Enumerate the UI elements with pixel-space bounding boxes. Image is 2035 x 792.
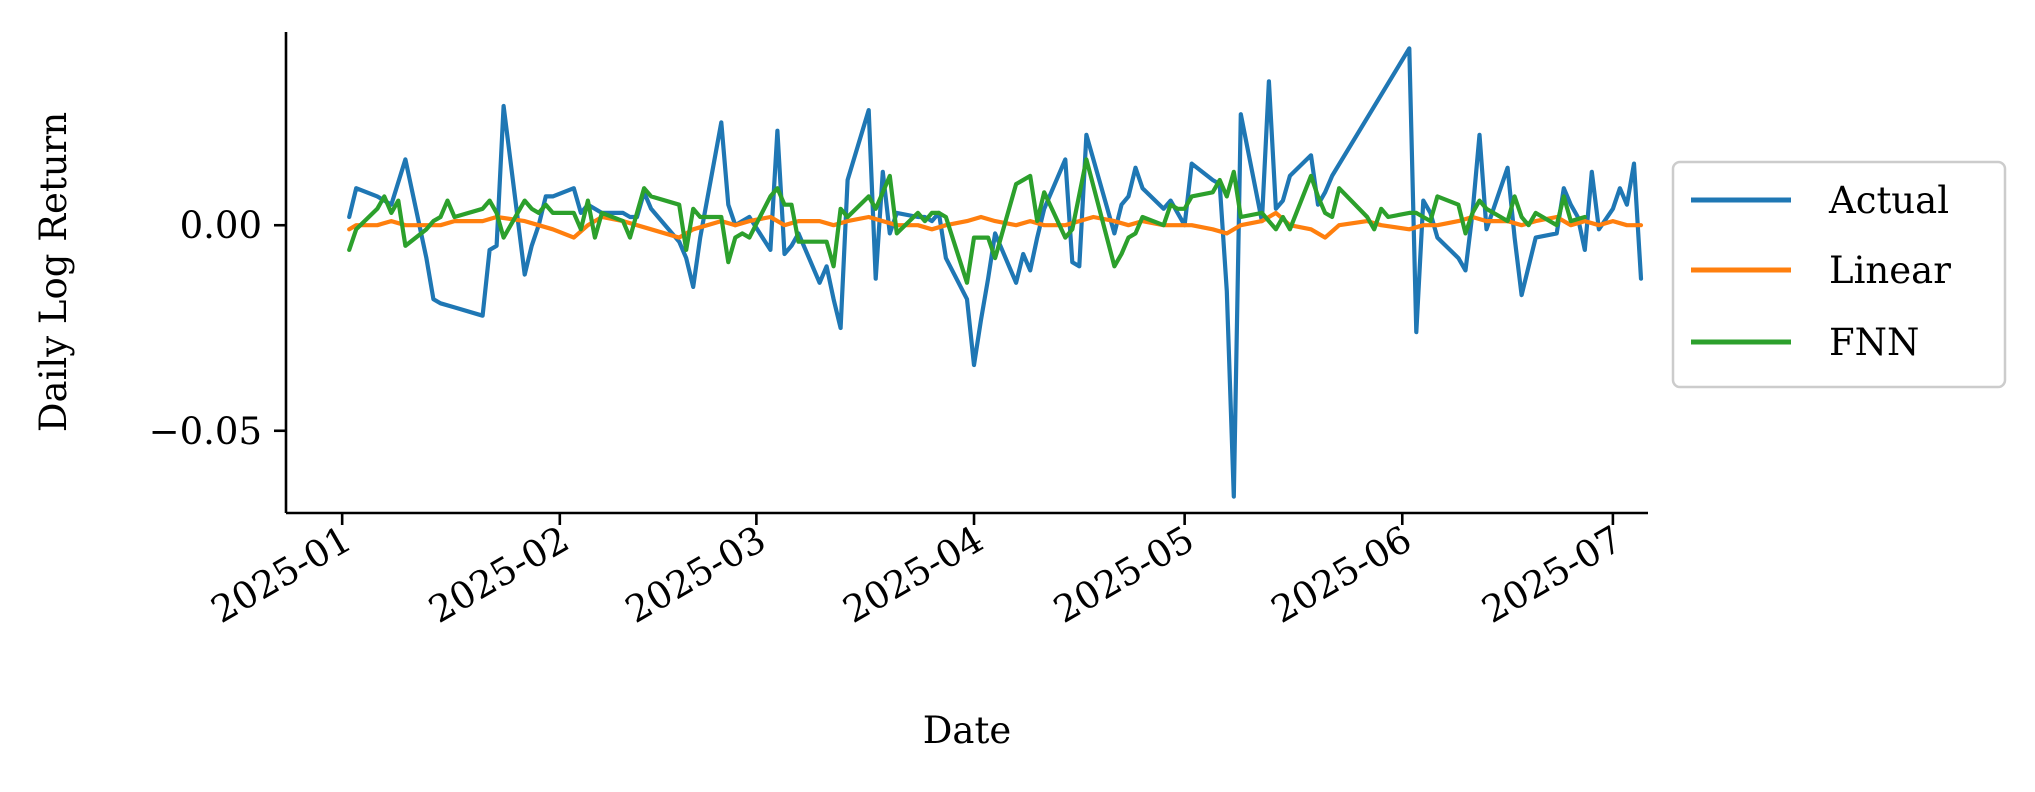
legend: Actual Linear FNN: [1671, 160, 2007, 389]
legend-label-linear: Linear: [1829, 249, 1951, 292]
series-line-actual: [347, 46, 1644, 499]
x-ticks: 2025-01 2025-02 2025-03 2025-04 2025-05 2025-…: [204, 513, 1629, 632]
y-axis-label: Daily Log Return: [32, 112, 75, 432]
legend-label-fnn: FNN: [1829, 321, 1919, 364]
y-ticks: 0.00 −0.05: [149, 204, 286, 453]
x-axis-label: Date: [923, 709, 1012, 752]
series-line-fnn: [347, 157, 1587, 285]
legend-box: [1671, 160, 2007, 389]
x-tick-label: 2025-01: [204, 518, 359, 632]
y-tick-label: −0.05: [149, 410, 262, 453]
y-tick-label: 0.00: [180, 204, 262, 247]
axes-layer: [284, 32, 1648, 515]
x-tick-label: 2025-04: [836, 518, 991, 632]
x-tick-label: 2025-07: [1475, 518, 1630, 632]
series-layer: [347, 46, 1644, 499]
x-tick-label: 2025-02: [422, 518, 577, 632]
x-tick-label: 2025-06: [1264, 518, 1419, 632]
x-tick-label: 2025-03: [618, 518, 773, 632]
legend-label-actual: Actual: [1828, 179, 1949, 222]
x-tick-label: 2025-05: [1046, 518, 1201, 632]
